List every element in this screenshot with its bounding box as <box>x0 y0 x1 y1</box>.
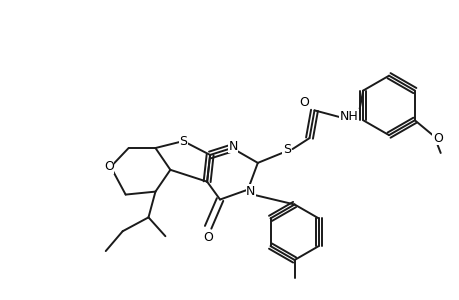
Text: S: S <box>282 142 290 155</box>
Text: N: N <box>228 140 237 152</box>
Text: N: N <box>246 185 255 198</box>
Text: NH: NH <box>339 110 358 123</box>
Text: O: O <box>104 160 113 173</box>
Text: O: O <box>432 132 442 145</box>
Text: S: S <box>179 135 187 148</box>
Text: O: O <box>299 96 309 109</box>
Text: O: O <box>203 231 213 244</box>
